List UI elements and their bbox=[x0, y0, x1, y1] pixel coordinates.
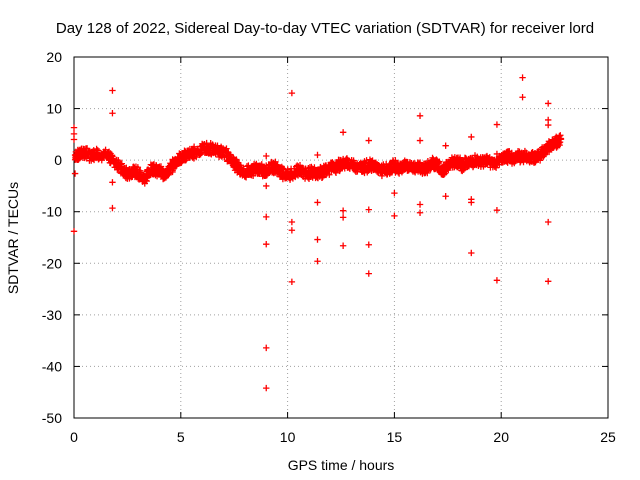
data-point bbox=[94, 147, 101, 154]
y-tick-label: 20 bbox=[46, 49, 62, 65]
outlier-point bbox=[70, 130, 78, 138]
outlier-point bbox=[391, 189, 398, 197]
outlier-point bbox=[314, 151, 321, 159]
x-tick-label: 25 bbox=[600, 429, 616, 445]
outlier-point bbox=[365, 270, 372, 277]
data-point bbox=[115, 157, 122, 164]
data-point bbox=[445, 166, 452, 174]
outlier-point bbox=[544, 278, 552, 285]
outlier-point bbox=[109, 87, 116, 94]
outlier-point bbox=[493, 277, 501, 284]
data-point bbox=[332, 169, 340, 177]
chart-title: Day 128 of 2022, Sidereal Day-to-day VTE… bbox=[56, 20, 594, 37]
data-points bbox=[70, 74, 565, 392]
outlier-point bbox=[314, 199, 321, 206]
outlier-point bbox=[109, 179, 116, 186]
data-point bbox=[272, 158, 279, 165]
outlier-point bbox=[339, 155, 347, 163]
outlier-point bbox=[263, 182, 270, 190]
outlier-point bbox=[263, 344, 270, 352]
outlier-point bbox=[468, 199, 475, 206]
x-tick-label: 20 bbox=[493, 429, 509, 445]
data-point bbox=[440, 171, 448, 178]
outlier-point bbox=[314, 258, 321, 265]
outlier-point bbox=[339, 214, 347, 221]
outlier-point bbox=[493, 206, 501, 214]
outlier-point bbox=[519, 74, 526, 81]
outlier-point bbox=[544, 121, 552, 129]
outlier-point bbox=[416, 112, 424, 119]
outlier-point bbox=[544, 218, 552, 226]
y-tick-label: -10 bbox=[42, 204, 62, 220]
outlier-point bbox=[365, 137, 372, 144]
y-tick-label: -30 bbox=[42, 307, 62, 323]
outlier-point bbox=[71, 170, 79, 177]
outlier-point bbox=[365, 241, 372, 248]
x-tick-label: 15 bbox=[387, 429, 403, 445]
outlier-point bbox=[519, 94, 526, 101]
outlier-point bbox=[416, 137, 424, 144]
outlier-point bbox=[263, 152, 270, 160]
plot-frame bbox=[73, 56, 609, 419]
outlier-point bbox=[391, 212, 398, 220]
y-tick-label: -40 bbox=[42, 358, 62, 374]
y-axis-label: SDTVAR / TECUs bbox=[5, 182, 21, 294]
outlier-point bbox=[544, 100, 552, 107]
y-tick-label: -50 bbox=[42, 410, 62, 426]
outlier-point bbox=[288, 89, 296, 97]
x-tick-label: 5 bbox=[177, 429, 185, 445]
outlier-point bbox=[314, 236, 321, 243]
outlier-point bbox=[288, 278, 296, 286]
outlier-point bbox=[468, 133, 475, 141]
data-point bbox=[392, 157, 399, 164]
grid-lines bbox=[74, 57, 608, 418]
outlier-point bbox=[263, 384, 270, 392]
data-point bbox=[134, 164, 142, 171]
outlier-point bbox=[109, 110, 116, 117]
outlier-point bbox=[442, 142, 449, 149]
outlier-point bbox=[416, 209, 424, 216]
outlier-point bbox=[468, 249, 475, 257]
outlier-point bbox=[416, 201, 424, 208]
data-point bbox=[237, 162, 244, 169]
outlier-point bbox=[339, 242, 347, 249]
data-point bbox=[436, 158, 443, 165]
outlier-point bbox=[339, 129, 347, 136]
outlier-point bbox=[288, 218, 296, 226]
data-point bbox=[557, 135, 565, 143]
x-tick-label: 0 bbox=[70, 429, 78, 445]
data-point bbox=[296, 162, 304, 169]
x-axis-label: GPS time / hours bbox=[288, 457, 395, 473]
outlier-point bbox=[365, 206, 372, 213]
outlier-point bbox=[493, 150, 501, 158]
y-tick-label: 0 bbox=[54, 152, 62, 168]
outlier-point bbox=[339, 207, 347, 214]
outlier-point bbox=[70, 228, 78, 235]
outlier-point bbox=[70, 136, 78, 143]
y-tick-label: -20 bbox=[42, 255, 62, 271]
data-point bbox=[197, 150, 204, 158]
data-point bbox=[492, 164, 500, 171]
data-point bbox=[118, 160, 125, 167]
data-point bbox=[223, 145, 230, 152]
outlier-point bbox=[493, 121, 501, 128]
outlier-point bbox=[288, 227, 296, 234]
data-point bbox=[93, 145, 100, 153]
data-point bbox=[182, 156, 190, 164]
outlier-point bbox=[70, 124, 78, 131]
outlier-point bbox=[263, 241, 270, 248]
outlier-point bbox=[109, 204, 116, 212]
outlier-point bbox=[442, 193, 449, 200]
y-tick-label: 10 bbox=[46, 101, 62, 117]
outlier-point bbox=[263, 213, 270, 221]
axis-ticks: 0 5 10 15 20 25 20 10 0 -10 -20 -30 -40 -50 bbox=[42, 49, 616, 445]
x-tick-label: 10 bbox=[280, 429, 296, 445]
